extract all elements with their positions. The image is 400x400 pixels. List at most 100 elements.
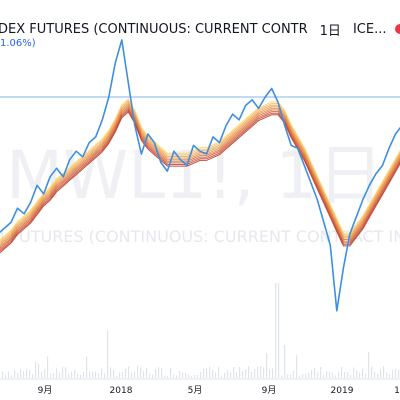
volume-bar xyxy=(89,371,91,378)
ribbon-line xyxy=(0,104,400,248)
volume-bar xyxy=(125,368,127,378)
volume-bar xyxy=(188,374,190,378)
volume-bar xyxy=(221,375,223,378)
volume-bar xyxy=(212,369,214,378)
ribbon-line xyxy=(0,109,400,252)
time-axis[interactable]: 9月 2018 5月 9月 2019 1 xyxy=(38,385,400,396)
volume-bar xyxy=(86,356,88,378)
volume-bar xyxy=(29,370,31,378)
volume-bar xyxy=(398,370,400,378)
volume-bar xyxy=(179,371,181,378)
volume-bar xyxy=(377,373,379,378)
volume-bar xyxy=(380,368,382,378)
volume-bar xyxy=(5,374,7,378)
volume-bar xyxy=(239,367,241,378)
ribbon-line xyxy=(0,107,400,251)
volume-bar xyxy=(119,372,121,378)
volume-bar xyxy=(386,372,388,378)
volume-bar xyxy=(245,369,247,378)
volume-bar xyxy=(392,369,394,378)
volume-bar xyxy=(38,363,40,378)
ribbon-line xyxy=(0,111,400,254)
volume-bar xyxy=(128,366,130,378)
volume-bar xyxy=(293,370,295,378)
volume-bar xyxy=(155,369,157,378)
volume-bar xyxy=(275,283,277,378)
volume-bar xyxy=(53,372,55,378)
volume-bar xyxy=(71,371,73,378)
x-tick-label: 2019 xyxy=(331,386,354,396)
volume-bar xyxy=(374,371,376,378)
volume-bar xyxy=(83,371,85,378)
volume-bar xyxy=(47,356,49,378)
volume-bar xyxy=(197,374,199,378)
volume-bar xyxy=(158,367,160,378)
volume-bar xyxy=(131,372,133,378)
volume-bar xyxy=(230,372,232,378)
volume-bar xyxy=(23,371,25,378)
chart-header: DEX FUTURES (CONTINUOUS: CURRENT CONTR 1… xyxy=(0,18,400,40)
volume-bar xyxy=(56,368,58,378)
volume-bar xyxy=(272,368,274,378)
x-tick-label: 9月 xyxy=(262,385,277,396)
volume-bar xyxy=(263,367,265,378)
volume-bar xyxy=(215,372,217,378)
volume-bar xyxy=(14,370,16,378)
volume-bar xyxy=(65,367,67,378)
volume-bar xyxy=(62,366,64,378)
volume-bar xyxy=(17,373,19,378)
interval-label[interactable]: 1日 xyxy=(319,23,341,39)
volume-bar xyxy=(305,373,307,378)
volume-bar xyxy=(152,374,154,378)
volume-bar xyxy=(395,368,397,378)
volume-bar xyxy=(320,367,322,378)
price-change: 1.06%) xyxy=(0,38,36,49)
volume-bar xyxy=(11,375,13,378)
volume-bar xyxy=(311,370,313,378)
volume-bar xyxy=(359,372,361,378)
volume-bar xyxy=(26,369,28,378)
volume-bar xyxy=(74,369,76,378)
x-tick-label: 5月 xyxy=(188,385,203,396)
volume-bar xyxy=(2,371,4,378)
volume-bar xyxy=(101,368,103,378)
volume-bar xyxy=(209,366,211,378)
volume-bar xyxy=(302,374,304,378)
volume-bar xyxy=(149,373,151,378)
volume-bar xyxy=(254,368,256,378)
volume-bar xyxy=(269,369,271,378)
volume-bar xyxy=(278,283,280,378)
volume-bar xyxy=(35,361,37,378)
watermark-description: I FUTURES (CONTINUOUS: CURRENT CONTRACT … xyxy=(0,227,400,246)
price-series-line xyxy=(0,39,400,312)
volume-bar xyxy=(176,375,178,378)
symbol-title[interactable]: DEX FUTURES (CONTINUOUS: CURRENT CONTR xyxy=(0,21,308,37)
volume-bar xyxy=(224,372,226,378)
volume-bar xyxy=(236,371,238,378)
volume-bar xyxy=(290,374,292,378)
volume-bar xyxy=(299,375,301,378)
volume-bar xyxy=(173,374,175,378)
volume-bar xyxy=(167,375,169,378)
volume-bar xyxy=(287,374,289,378)
market-status-dot-icon xyxy=(394,23,400,35)
volume-bars xyxy=(2,283,400,378)
volume-bar xyxy=(164,375,166,378)
volume-bar xyxy=(266,353,268,378)
volume-bar xyxy=(317,372,319,378)
volume-bar xyxy=(140,367,142,378)
volume-bar xyxy=(8,371,10,378)
volume-bar xyxy=(44,369,46,378)
volume-bar xyxy=(251,371,253,378)
volume-bar xyxy=(338,371,340,378)
volume-bar xyxy=(32,374,34,378)
volume-bar xyxy=(80,375,82,378)
exchange-label[interactable]: ICE... xyxy=(352,21,387,37)
volume-bar xyxy=(116,375,118,378)
volume-bar xyxy=(329,371,331,378)
volume-bar xyxy=(206,368,208,378)
volume-bar xyxy=(356,370,358,378)
x-tick-label: 9月 xyxy=(38,385,53,396)
